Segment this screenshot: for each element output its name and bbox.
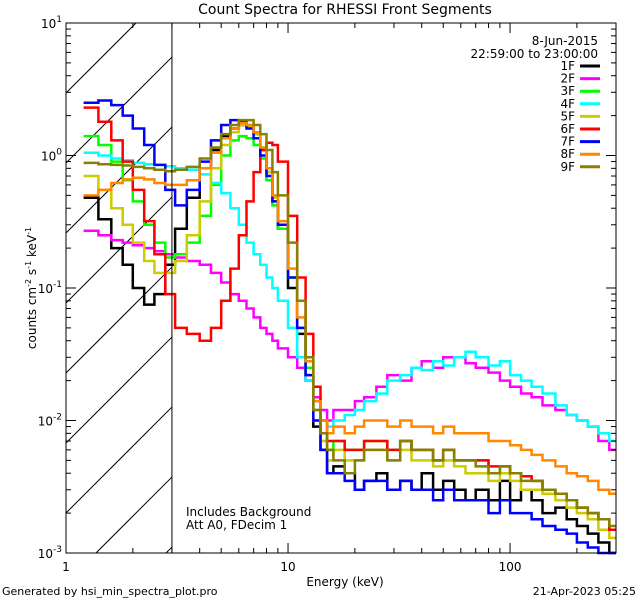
- x-tick-label-0: 1: [62, 560, 70, 574]
- y-tick-exp-3: -2: [53, 413, 62, 423]
- legend-label-2F: 2F: [560, 72, 575, 86]
- y-tick-exp-4: -3: [53, 545, 62, 555]
- y-axis-label-s: s: [25, 269, 39, 279]
- y-tick-label-0: 101: [41, 15, 62, 31]
- hatch-line-0: [65, 22, 137, 94]
- series-lines: [83, 99, 616, 555]
- y-tick-base-1: 10: [41, 150, 56, 164]
- hatch-line-7: [95, 476, 173, 554]
- footer-timestamp: 21-Apr-2023 05:25: [533, 585, 636, 598]
- y-axis-label-exp1: -2: [24, 279, 33, 287]
- date-label: 8-Jun-2015: [532, 34, 598, 48]
- y-axis-label-main: counts cm: [25, 287, 39, 349]
- x-tick-label-2: 100: [499, 560, 522, 574]
- x-tick-labels: 1 10 100: [62, 560, 521, 574]
- legend-label-5F: 5F: [560, 109, 575, 123]
- y-axis-label-kev: keV: [25, 234, 39, 261]
- x-tick-label-1: 10: [280, 560, 295, 574]
- hatch-line-1: [65, 56, 173, 164]
- y-tick-base-3: 10: [38, 415, 53, 429]
- y-tick-base-4: 10: [38, 547, 53, 561]
- x-axis-label: Energy (keV): [306, 575, 383, 589]
- y-axis-label-exp3: -1: [24, 227, 33, 235]
- legend-label-1F: 1F: [560, 59, 575, 73]
- hatch-line-6: [65, 406, 173, 514]
- y-tick-exp-1: 0: [56, 148, 62, 158]
- time-range-label: 22:59:00 to 23:00:00: [471, 47, 598, 61]
- annotation-background: Includes Background: [186, 505, 311, 519]
- annotation-attenuator: Att A0, FDecim 1: [186, 518, 287, 532]
- series-line-5F: [83, 123, 616, 540]
- y-tick-label-2: 10-1: [38, 280, 62, 296]
- legend-label-3F: 3F: [560, 84, 575, 98]
- chart-title: Count Spectra for RHESSI Front Segments: [198, 2, 492, 18]
- y-tick-base-2: 10: [38, 282, 53, 296]
- y-tick-label-1: 100: [41, 148, 62, 164]
- series-line-6F: [83, 106, 616, 531]
- hatch-line-8: [165, 546, 173, 554]
- y-tick-exp-0: 1: [56, 15, 62, 25]
- y-tick-label-4: 10-3: [38, 545, 62, 561]
- y-axis-label: counts cm-2 s-1 keV-1: [24, 227, 39, 349]
- y-axis-label-exp2: -1: [24, 261, 33, 269]
- series-line-8F: [83, 122, 616, 496]
- series-line-9F: [83, 118, 616, 528]
- y-tick-label-3: 10-2: [38, 413, 62, 429]
- axis-ticks: [65, 22, 617, 554]
- legend-label-6F: 6F: [560, 122, 575, 136]
- legend-label-4F: 4F: [560, 97, 575, 111]
- hatch-line-4: [65, 266, 173, 374]
- y-tick-base-0: 10: [41, 17, 56, 31]
- legend-label-7F: 7F: [560, 135, 575, 149]
- legend-label-8F: 8F: [560, 147, 575, 161]
- hatch-line-3: [65, 196, 173, 304]
- footer-generator: Generated by hsi_min_spectra_plot.pro: [2, 585, 218, 598]
- y-tick-exp-2: -1: [53, 280, 62, 290]
- attenuator-hatch-region: [65, 22, 173, 554]
- legend-label-9F: 9F: [560, 160, 575, 174]
- hatch-line-5: [65, 336, 173, 444]
